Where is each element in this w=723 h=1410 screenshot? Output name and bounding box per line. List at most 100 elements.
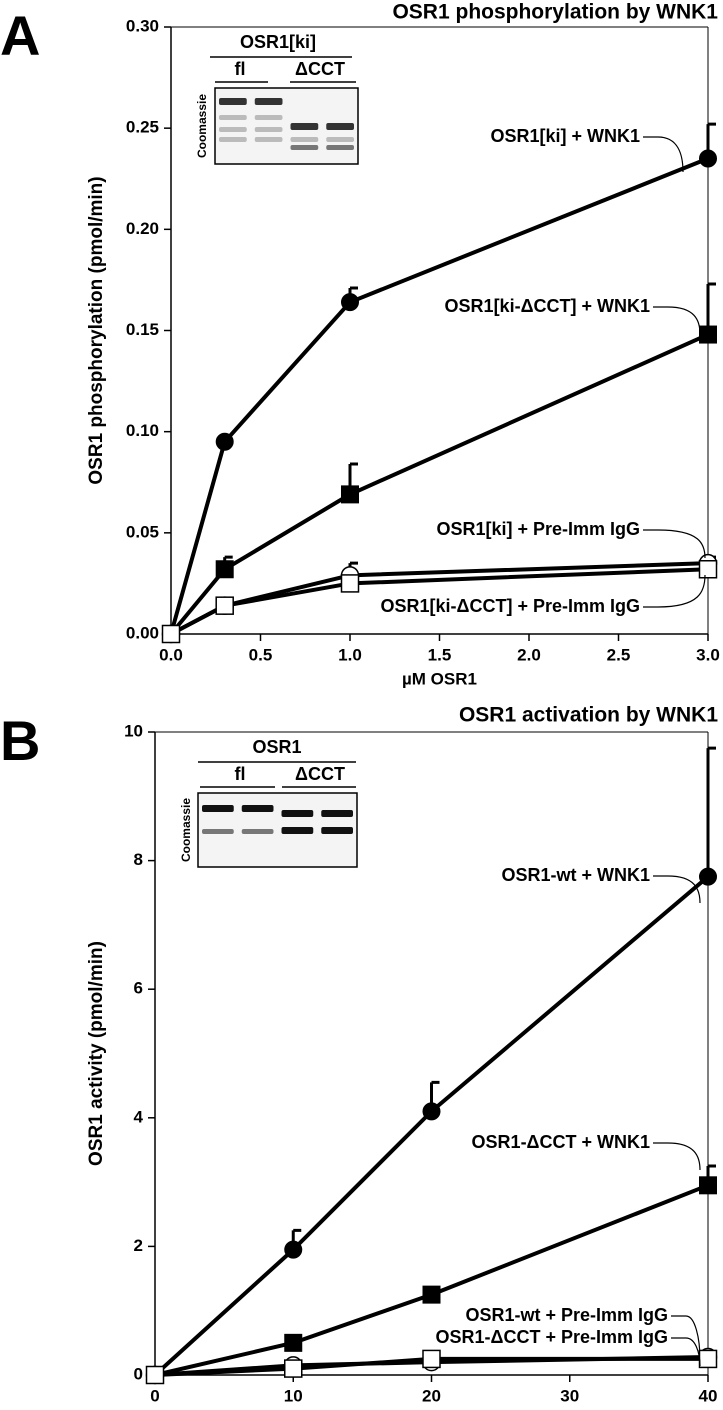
x-axis-label: µM OSR1	[402, 669, 477, 688]
inset-stain: Coomassie	[179, 798, 193, 862]
chart-title: OSR1 phosphorylation by WNK1	[392, 1, 718, 24]
series-line	[170, 567, 709, 636]
marker	[422, 1349, 441, 1369]
y-tick-label: 0.05	[126, 522, 159, 541]
gel-band	[321, 810, 353, 817]
marker	[699, 867, 717, 886]
marker	[699, 1176, 717, 1195]
gel-band	[326, 123, 354, 130]
inset-header: OSR1[ki]	[240, 32, 316, 52]
marker	[215, 560, 234, 579]
gel-band	[254, 127, 283, 132]
gel-band	[219, 115, 247, 120]
marker	[699, 325, 717, 344]
leader-line	[653, 1142, 701, 1171]
leader-line	[653, 306, 701, 335]
series-line	[169, 332, 709, 636]
y-tick-label: 0.30	[126, 16, 159, 35]
gel-band	[241, 829, 274, 834]
x-tick-label: 0.0	[159, 645, 183, 664]
y-tick-label: 0.10	[126, 421, 159, 440]
y-tick-label: 0.00	[126, 623, 159, 642]
error-bar	[706, 746, 716, 877]
marker	[341, 485, 359, 504]
x-tick-label: 20	[422, 1386, 441, 1405]
inset-lane-label: ΔCCT	[295, 764, 345, 784]
marker	[699, 149, 717, 168]
gel-band	[321, 827, 353, 834]
gel-band	[219, 137, 247, 142]
marker	[284, 1333, 303, 1352]
gel-band	[281, 827, 314, 834]
series-label: OSR1[ki] + Pre-Imm IgG	[436, 519, 640, 539]
marker	[215, 596, 234, 615]
inset-header: OSR1	[252, 737, 301, 757]
marker	[698, 560, 718, 579]
marker	[340, 574, 360, 593]
y-tick-label: 2	[134, 1236, 143, 1255]
y-axis-label: OSR1 activity (pmol/min)	[86, 941, 107, 1166]
leader-line	[643, 529, 706, 559]
marker	[161, 624, 181, 644]
gel-band	[254, 115, 283, 120]
gel-band	[219, 98, 247, 105]
marker	[698, 1349, 718, 1369]
chart-title: OSR1 activation by WNK1	[459, 704, 718, 727]
x-tick-label: 2.5	[607, 645, 631, 664]
x-tick-label: 40	[699, 1386, 718, 1405]
gel-band	[254, 98, 283, 105]
series-label: OSR1-ΔCCT + WNK1	[472, 1132, 650, 1152]
marker	[284, 1240, 303, 1259]
y-tick-label: 4	[134, 1107, 144, 1126]
gel-band	[219, 127, 247, 132]
series-line	[169, 156, 709, 635]
x-tick-label: 0.5	[249, 645, 273, 664]
series-line	[154, 1356, 708, 1377]
y-tick-label: 0.25	[126, 118, 159, 137]
series-label: OSR1[ki-ΔCCT] + Pre-Imm IgG	[381, 596, 640, 616]
y-tick-label: 0.20	[126, 219, 159, 238]
series-line	[154, 1183, 709, 1377]
gel-band	[290, 145, 319, 150]
leader-line	[671, 1337, 701, 1367]
gel-band	[241, 805, 274, 812]
inset-lane-label: fl	[235, 59, 246, 79]
x-tick-label: 1.0	[338, 645, 362, 664]
gel-band	[290, 123, 319, 130]
panel-letter: B	[0, 709, 40, 772]
inset-lane-label: fl	[235, 764, 246, 784]
leader-line	[643, 136, 684, 173]
series-label: OSR1-wt + WNK1	[501, 865, 650, 885]
y-tick-label: 0	[134, 1364, 143, 1383]
gel-band	[290, 137, 319, 142]
series-label: OSR1[ki-ΔCCT] + WNK1	[445, 296, 650, 316]
marker	[145, 1365, 165, 1385]
x-tick-label: 2.0	[517, 645, 541, 664]
gel-band	[202, 805, 234, 812]
inset-lane-label: ΔCCT	[295, 59, 345, 79]
series-line	[153, 875, 710, 1377]
series-label: OSR1-wt + Pre-Imm IgG	[465, 1305, 668, 1325]
x-tick-label: 30	[560, 1386, 579, 1405]
marker	[422, 1285, 441, 1304]
x-tick-label: 1.5	[428, 645, 452, 664]
panel-letter: A	[0, 4, 40, 67]
gel-band	[281, 810, 314, 817]
marker	[341, 293, 359, 312]
y-tick-label: 6	[134, 979, 143, 998]
y-axis-label: OSR1 phosphorylation (pmol/min)	[86, 176, 107, 484]
leader-line	[643, 574, 706, 608]
marker	[215, 432, 234, 451]
x-tick-label: 0	[150, 1386, 159, 1405]
gel-band	[326, 137, 354, 142]
y-tick-label: 10	[124, 721, 143, 740]
y-tick-label: 8	[134, 850, 143, 869]
marker	[422, 1102, 441, 1121]
x-tick-label: 3.0	[696, 645, 720, 664]
inset-stain: Coomassie	[195, 94, 209, 158]
x-tick-label: 10	[284, 1386, 303, 1405]
gel-band	[202, 829, 234, 834]
y-tick-label: 0.15	[126, 320, 159, 339]
